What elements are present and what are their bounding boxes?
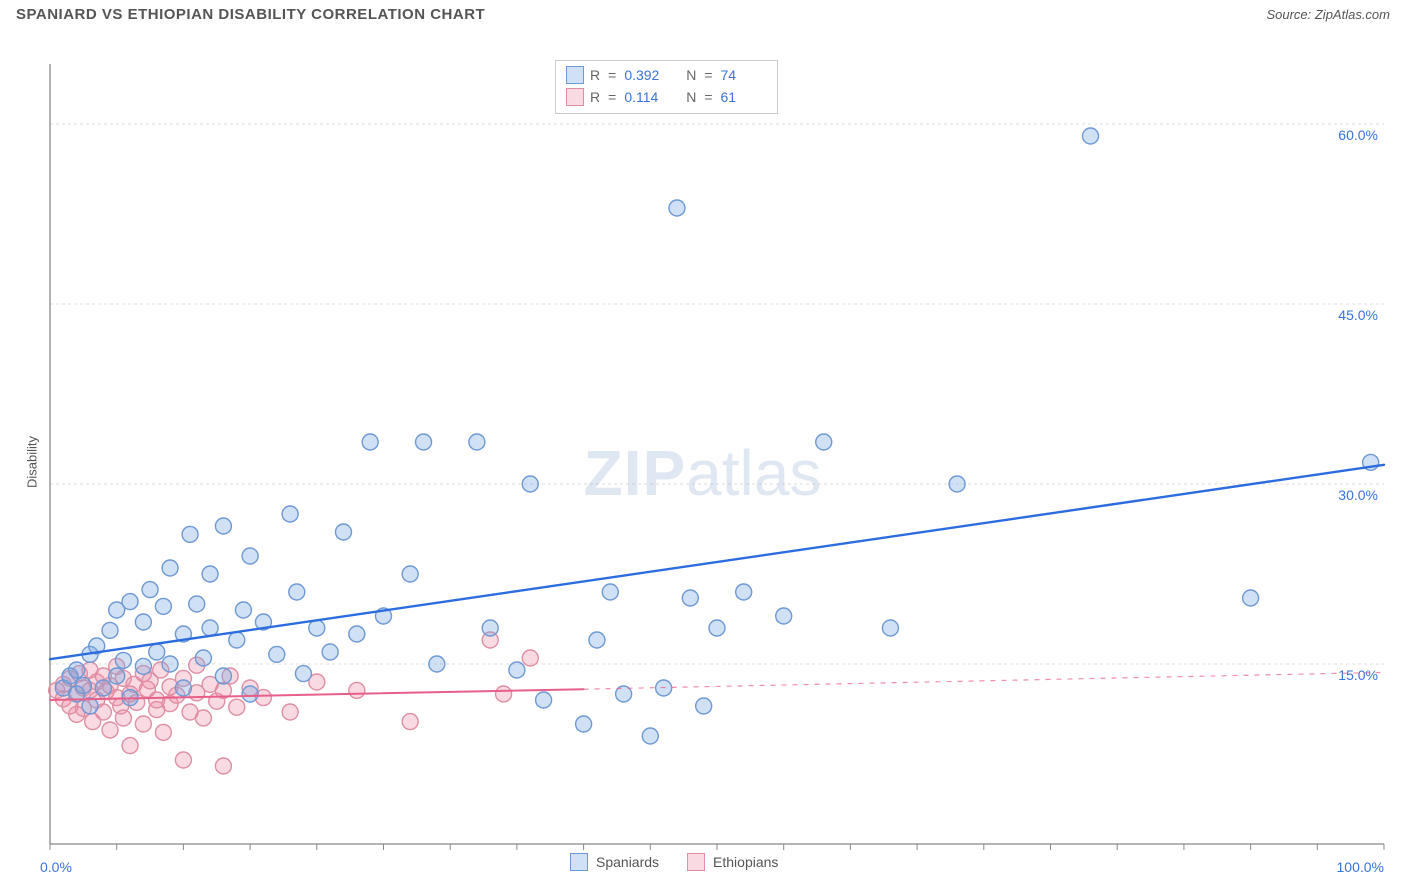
equals-sign: = <box>704 64 712 86</box>
legend-N-label: N <box>686 86 696 108</box>
source-prefix: Source: <box>1266 7 1314 22</box>
legend-statistics: R = 0.392 N = 74 R = 0.114 N = 61 <box>555 60 778 114</box>
y-axis-label: Disability <box>25 436 40 488</box>
svg-text:60.0%: 60.0% <box>1338 127 1378 143</box>
legend-N-spaniards: 74 <box>721 64 767 86</box>
svg-text:15.0%: 15.0% <box>1338 667 1378 683</box>
legend-R-ethiopians: 0.114 <box>624 86 670 108</box>
equals-sign: = <box>608 86 616 108</box>
svg-text:0.0%: 0.0% <box>40 859 72 875</box>
swatch-ethiopians <box>566 88 584 106</box>
chart-container: Disability 15.0% 30.0% 45.0% 60.0% 0.0% 100.0… <box>0 32 1406 892</box>
equals-sign: = <box>608 64 616 86</box>
legend-series: Spaniards Ethiopians <box>570 853 778 871</box>
svg-text:100.0%: 100.0% <box>1337 859 1384 875</box>
legend-R-spaniards: 0.392 <box>624 64 670 86</box>
svg-text:45.0%: 45.0% <box>1338 307 1378 323</box>
source-name: ZipAtlas.com <box>1315 7 1390 22</box>
swatch-ethiopians <box>687 853 705 871</box>
legend-label-spaniards: Spaniards <box>596 854 659 870</box>
page-title: SPANIARD VS ETHIOPIAN DISABILITY CORRELA… <box>16 6 485 23</box>
equals-sign: = <box>704 86 712 108</box>
legend-label-ethiopians: Ethiopians <box>713 854 778 870</box>
legend-R-label: R <box>590 86 600 108</box>
legend-row-ethiopians: R = 0.114 N = 61 <box>566 86 767 108</box>
source-credit: Source: ZipAtlas.com <box>1266 7 1390 22</box>
scatter-chart: 15.0% 30.0% 45.0% 60.0% 0.0% 100.0% <box>0 32 1406 892</box>
swatch-spaniards <box>566 66 584 84</box>
legend-item-spaniards: Spaniards <box>570 853 659 871</box>
svg-text:30.0%: 30.0% <box>1338 487 1378 503</box>
swatch-spaniards <box>570 853 588 871</box>
legend-item-ethiopians: Ethiopians <box>687 853 778 871</box>
legend-N-label: N <box>686 64 696 86</box>
legend-N-ethiopians: 61 <box>721 86 767 108</box>
legend-R-label: R <box>590 64 600 86</box>
legend-row-spaniards: R = 0.392 N = 74 <box>566 64 767 86</box>
